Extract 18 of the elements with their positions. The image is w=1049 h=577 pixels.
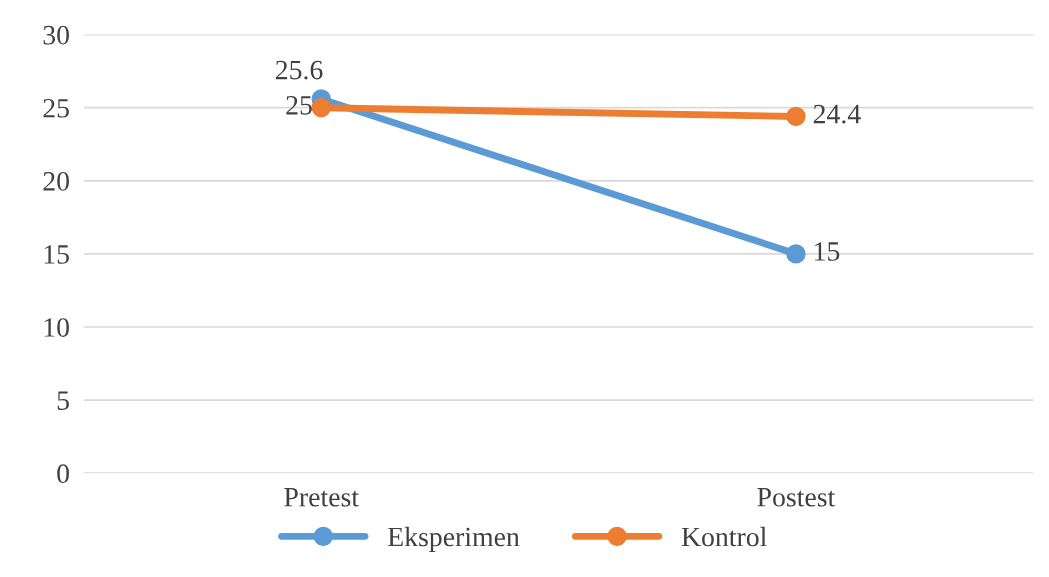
- legend-label: Eksperimen: [387, 526, 520, 552]
- x-tick-label: Pretest: [284, 488, 359, 507]
- y-tick-label: 25: [43, 98, 69, 118]
- data-label: 24.4: [813, 104, 861, 124]
- y-tick-label: 20: [43, 171, 69, 191]
- y-tick-label: 5: [57, 391, 69, 410]
- x-tick-label: Postest: [757, 488, 836, 507]
- data-label: 15: [815, 242, 840, 261]
- data-label: 25.6: [275, 60, 323, 80]
- y-tick-label: 15: [44, 245, 69, 264]
- legend-label: Kontrol: [681, 526, 767, 547]
- y-tick-label: 10: [44, 318, 69, 337]
- point: [786, 244, 806, 264]
- point: [311, 97, 331, 118]
- data-label: 25: [286, 95, 312, 115]
- y-tick-label: 0: [57, 464, 69, 484]
- point: [786, 106, 806, 127]
- y-tick-label: 30: [43, 25, 69, 45]
